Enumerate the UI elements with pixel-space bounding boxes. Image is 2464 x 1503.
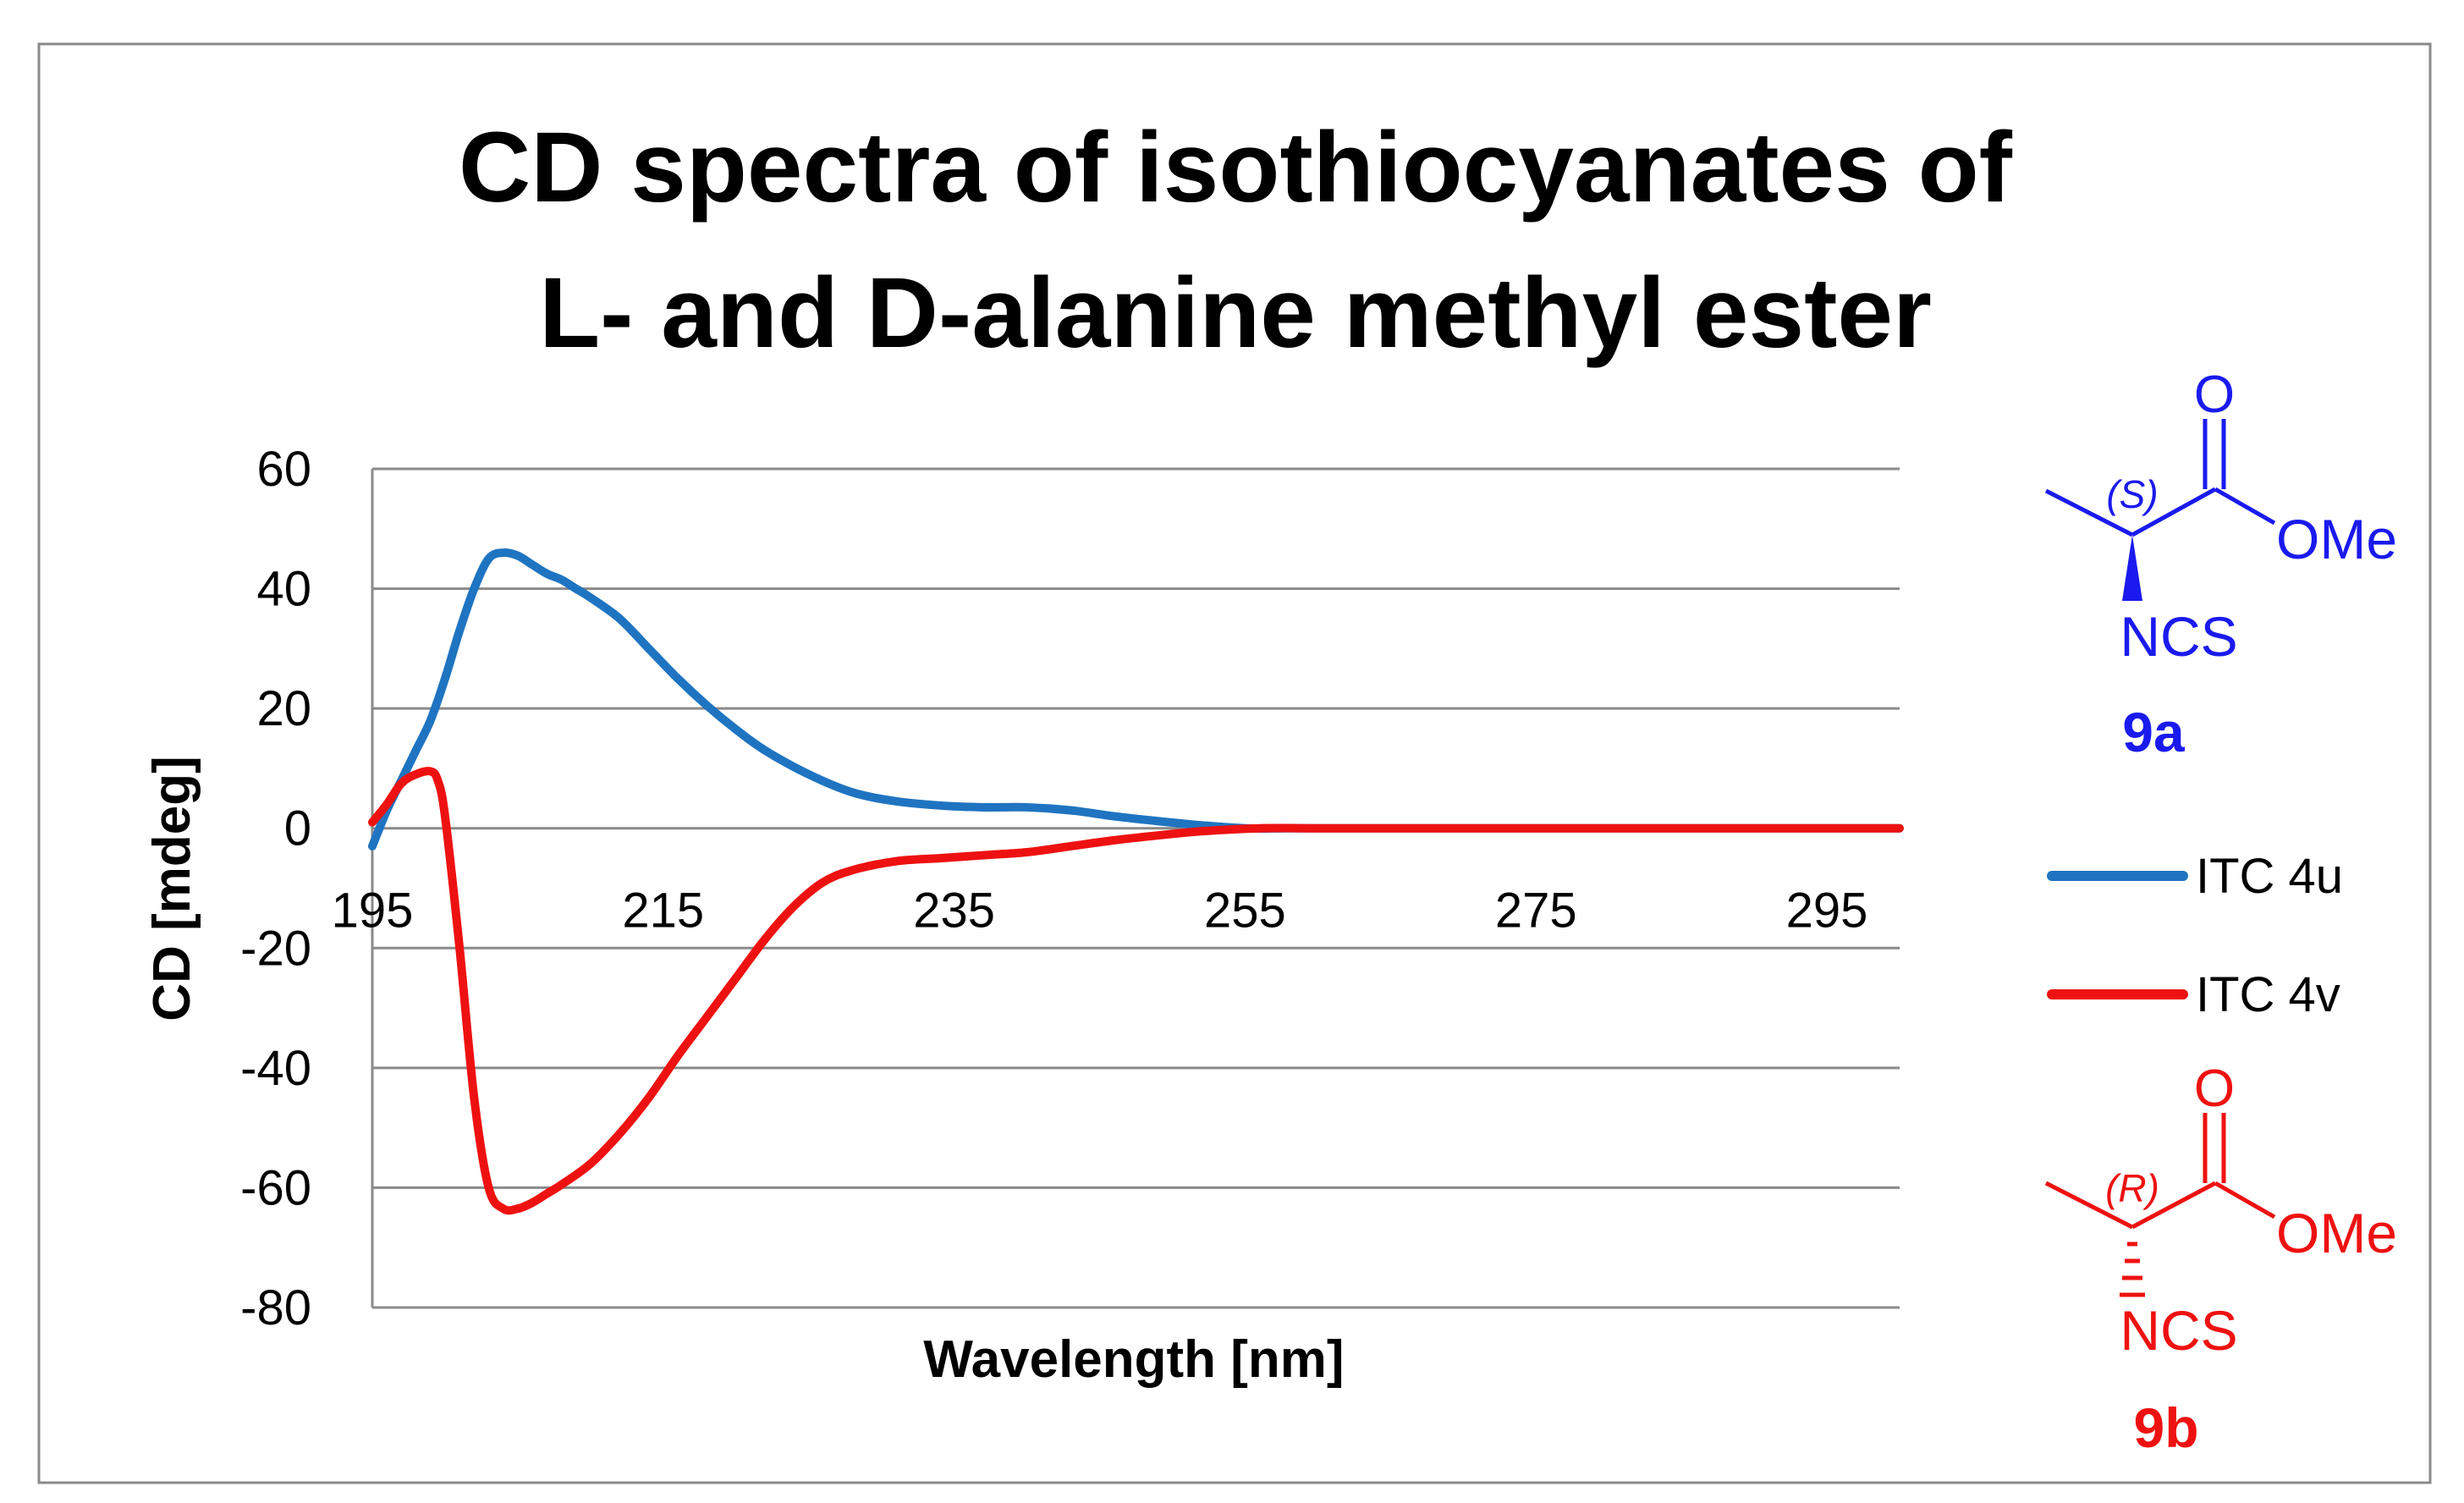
structure-9b-group: NCS	[2120, 1299, 2237, 1362]
structure-9a: O (S) OMe NCS 9a	[2044, 366, 2397, 763]
x-tick-label: 295	[1786, 884, 1868, 939]
x-tick-label: 235	[913, 884, 995, 939]
structure-9b-label: 9b	[2133, 1396, 2198, 1459]
chart-title-line-2: L- and D-alanine methyl ester	[539, 257, 1932, 369]
y-tick-label: -60	[240, 1160, 311, 1215]
structure-9b: O (R) OMe NCS 9b	[2044, 1060, 2397, 1459]
x-tick-label: 275	[1495, 884, 1577, 939]
grid-lines	[372, 467, 1900, 1309]
x-tick-label: 255	[1204, 884, 1286, 939]
legend-label-itc-4v: ITC 4v	[2196, 967, 2340, 1022]
legend-label-itc-4u: ITC 4u	[2196, 849, 2343, 904]
structure-9a-label: 9a	[2122, 701, 2186, 763]
structure-9b-carbonyl-o: O	[2194, 1060, 2235, 1118]
y-tick-label: 20	[256, 681, 311, 736]
x-tick-label: 195	[332, 884, 414, 939]
structure-9b-ester: OMe	[2276, 1202, 2397, 1264]
x-tick-label: 215	[622, 884, 704, 939]
y-tick-label: 0	[284, 801, 311, 856]
structure-9a-carbonyl-o: O	[2194, 366, 2235, 424]
y-tick-label: -40	[240, 1041, 311, 1096]
wedge-bond-icon	[2122, 535, 2142, 601]
hash-bond-icon	[2120, 1241, 2145, 1297]
x-axis-label: Wavelength [nm]	[923, 1330, 1344, 1389]
structure-9b-stereo: (R)	[2105, 1166, 2159, 1210]
structure-9a-ester: OMe	[2276, 508, 2397, 570]
y-tick-label: -80	[240, 1280, 311, 1335]
legend: ITC 4u ITC 4v	[2047, 849, 2343, 1022]
chart-title-line-1: CD spectra of isothiocyanates of	[459, 112, 2013, 223]
y-tick-label: -20	[240, 921, 311, 976]
series-line-itc-4v	[368, 767, 1904, 1215]
chart-border	[37, 42, 2432, 1484]
series-lines	[368, 548, 1904, 1215]
x-tick-labels: 195 215 235 255 275 295	[332, 884, 1868, 939]
structure-9a-stereo: (S)	[2106, 472, 2158, 516]
structure-9a-group: NCS	[2120, 605, 2237, 668]
y-axis-label: CD [mdeg]	[143, 756, 201, 1021]
y-tick-label: 40	[256, 562, 311, 617]
y-tick-label: 60	[256, 442, 311, 497]
y-tick-labels: 60 40 20 0 -20 -40 -60 -80	[240, 442, 311, 1335]
